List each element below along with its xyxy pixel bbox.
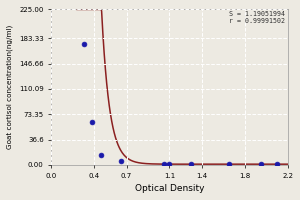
- Point: [162, 162, 167, 165]
- Text: S = 1.19051994
r = 0.99991502: S = 1.19051994 r = 0.99991502: [229, 11, 285, 24]
- Point: [167, 162, 172, 165]
- Point: [258, 162, 263, 165]
- Point: [188, 162, 193, 165]
- X-axis label: Optical Density: Optical Density: [135, 184, 204, 193]
- Point: [274, 162, 279, 165]
- Point: [226, 162, 231, 165]
- Y-axis label: Goat cortisol concentration(ng/ml): Goat cortisol concentration(ng/ml): [7, 25, 14, 149]
- Point: [90, 120, 94, 124]
- Point: [98, 153, 103, 156]
- Point: [119, 159, 124, 163]
- Point: [81, 42, 86, 46]
